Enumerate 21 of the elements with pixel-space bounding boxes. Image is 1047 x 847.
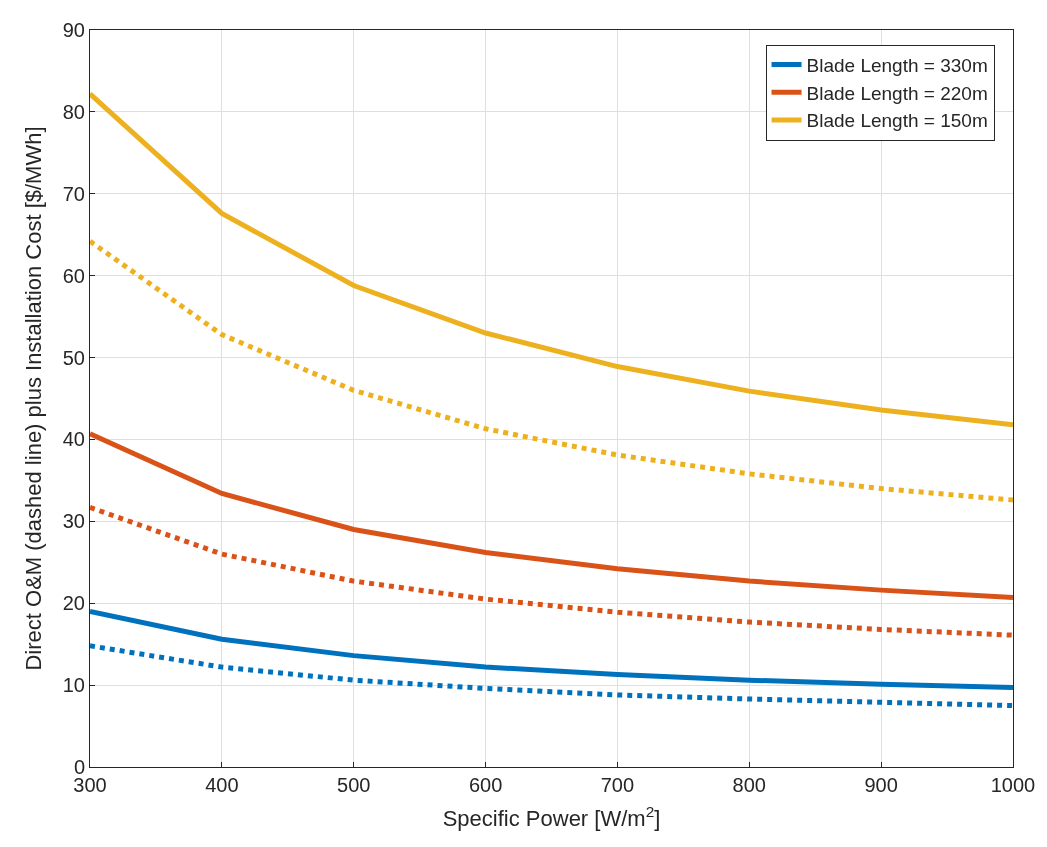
- y-tick-label: 10: [62, 674, 85, 697]
- x-tick-label: 1000: [990, 774, 1036, 796]
- legend-label: Blade Length = 220m: [806, 82, 988, 104]
- x-tick-label: 700: [600, 774, 635, 796]
- y-tick-label: 70: [62, 182, 85, 205]
- y-tick-label: 90: [62, 19, 85, 41]
- x-axis-title: Specific Power [W/m$^{2}$]: [442, 802, 661, 831]
- legend-label: Blade Length = 150m: [806, 110, 988, 132]
- y-tick-label: 40: [62, 428, 85, 451]
- x-tick-label: 600: [468, 774, 503, 796]
- y-tick-label: 30: [62, 510, 85, 533]
- x-tick-label: 400: [205, 774, 239, 796]
- x-tick-label: 500: [337, 774, 371, 796]
- x-tick-label: 800: [732, 774, 766, 796]
- legend-label: Blade Length = 330m: [806, 55, 988, 76]
- y-axis-title: Direct O&M (dashed line) plus Installation Cost [$/MWh]: [20, 126, 46, 671]
- y-tick-label: 80: [62, 100, 85, 123]
- y-tick-label: 60: [62, 264, 85, 287]
- x-tick-label: 900: [864, 774, 898, 796]
- y-tick-label: 50: [62, 346, 85, 369]
- y-tick-label: 20: [62, 592, 85, 615]
